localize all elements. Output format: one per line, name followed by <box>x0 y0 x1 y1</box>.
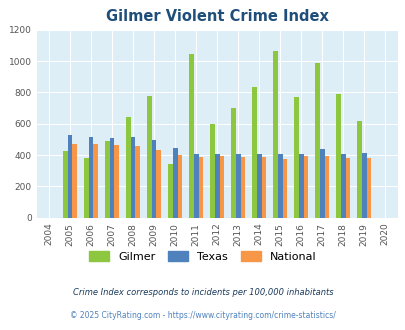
Bar <box>277 153 282 218</box>
Bar <box>315 63 319 218</box>
Bar <box>114 145 119 218</box>
Bar <box>210 124 214 218</box>
Bar <box>105 141 110 218</box>
Bar <box>151 140 156 218</box>
Bar <box>177 155 182 218</box>
Bar <box>189 54 194 218</box>
Bar <box>219 156 224 218</box>
Bar <box>93 144 98 218</box>
Bar <box>273 51 277 218</box>
Bar <box>356 121 361 218</box>
Bar <box>72 144 77 218</box>
Bar <box>135 147 140 218</box>
Bar <box>345 158 350 218</box>
Bar <box>366 158 370 218</box>
Title: Gilmer Violent Crime Index: Gilmer Violent Crime Index <box>106 9 328 24</box>
Bar <box>89 137 93 218</box>
Bar <box>319 149 324 218</box>
Bar <box>261 157 266 218</box>
Bar <box>173 148 177 218</box>
Bar <box>231 108 235 218</box>
Bar <box>156 150 161 218</box>
Text: © 2025 CityRating.com - https://www.cityrating.com/crime-statistics/: © 2025 CityRating.com - https://www.city… <box>70 312 335 320</box>
Bar <box>130 137 135 218</box>
Bar <box>340 153 345 218</box>
Legend: Gilmer, Texas, National: Gilmer, Texas, National <box>84 247 321 267</box>
Bar <box>298 153 303 218</box>
Bar <box>335 94 340 218</box>
Bar <box>84 158 89 218</box>
Bar <box>256 153 261 218</box>
Bar <box>194 153 198 218</box>
Bar <box>303 156 307 218</box>
Text: Crime Index corresponds to incidents per 100,000 inhabitants: Crime Index corresponds to incidents per… <box>72 288 333 297</box>
Bar <box>68 135 72 218</box>
Bar <box>294 97 298 218</box>
Bar <box>240 157 245 218</box>
Bar <box>361 153 366 218</box>
Bar <box>168 164 173 218</box>
Bar <box>235 154 240 218</box>
Bar <box>282 159 286 218</box>
Bar <box>252 87 256 218</box>
Bar <box>198 157 202 218</box>
Bar <box>126 117 130 218</box>
Bar <box>214 153 219 218</box>
Bar <box>324 156 328 218</box>
Bar <box>63 151 68 218</box>
Bar <box>110 138 114 218</box>
Bar <box>147 96 151 218</box>
